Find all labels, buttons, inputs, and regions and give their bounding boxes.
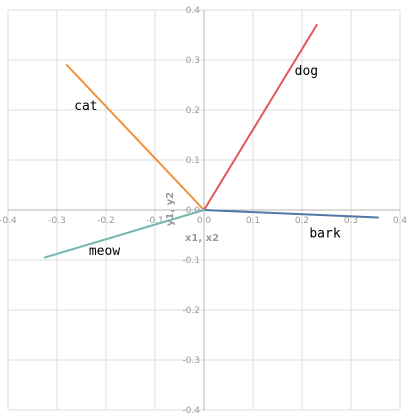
y-tick-labels: 0.4 0.3 0.2 0.1 0.0 -0.1 -0.2 -0.3 -0.4 [182,6,200,416]
series-group: cat dog bark meow [43,24,379,259]
x-tick-label: -0.2 [97,216,115,226]
x-tick-labels: -0.4 -0.3 -0.2 -0.1 0.0 0.1 0.2 0.3 0.4 [0,216,407,226]
series-line-dog [203,24,318,211]
series-line-bark [203,209,379,219]
x-tick-label: 0.2 [295,216,309,226]
y-tick-label: 0.1 [186,156,200,166]
y-axis-title: y1, y2 [165,192,176,226]
y-tick-label: -0.4 [182,406,200,416]
y-tick-label: 0.3 [186,56,200,66]
x-tick-label: -0.3 [48,216,66,226]
x-tick-label: 0.4 [393,216,408,226]
x-axis-title: x1, x2 [185,233,219,244]
y-tick-label: 0.0 [186,206,201,216]
series-label-cat: cat [74,99,97,114]
x-tick-label: -0.4 [0,216,17,226]
y-tick-label: -0.3 [182,356,200,366]
series-line-meow [43,209,205,259]
y-tick-label: -0.1 [182,256,200,266]
x-tick-label: 0.1 [246,216,260,226]
y-tick-label: 0.4 [186,6,201,16]
series-line-cat [65,64,205,211]
series-label-meow: meow [89,244,120,259]
series-label-bark: bark [309,227,340,242]
x-tick-label: 0.0 [197,216,212,226]
x-tick-label: -0.1 [146,216,164,226]
x-tick-label: 0.3 [344,216,358,226]
y-tick-label: -0.2 [182,306,200,316]
series-label-dog: dog [295,64,318,79]
y-tick-label: 0.2 [186,106,200,116]
